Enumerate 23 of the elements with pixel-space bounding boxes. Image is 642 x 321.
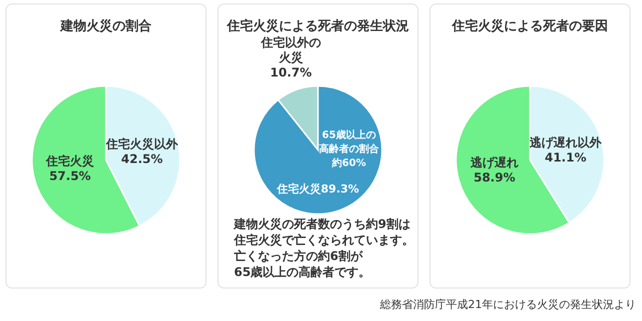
text: 建物火災の死者数のうち約9割は [233,217,410,231]
pie-slice [253,85,383,215]
text: 約60% [331,157,366,169]
chart-title: 住宅火災による死者の要因 [451,18,608,34]
data-label: 41.1% [544,150,586,164]
data-label: 10.7% [270,66,312,80]
chart-title: 建物火災の割合 [60,18,152,34]
data-label: 42.5% [121,152,163,166]
data-label: 57.5% [49,169,91,184]
text: 住宅火災で亡くなられています。 [233,233,414,247]
slice-label: 住宅火災以外 [104,136,179,151]
text: 65歳以上の高齢者です。 [234,265,371,279]
text: 高齢者の割合 [319,143,380,155]
slice-label: 住宅火災89.3% [276,182,360,196]
text: 65歳以上の [322,129,376,141]
slice-label: 住宅火災 [45,154,94,168]
text: 総務省消防庁平成21年における火災の発生状況より [379,298,636,311]
data-label: 58.9% [474,170,516,185]
slice-label: 逃げ遅れ [469,156,518,170]
slice-label: 住宅以外の火災 [260,36,321,65]
chart-title: 住宅火災による死者の発生状況 [226,18,409,34]
slice-label: 逃げ遅れ以外 [528,135,603,150]
text: 亡くなった方の約6割が [233,249,364,263]
